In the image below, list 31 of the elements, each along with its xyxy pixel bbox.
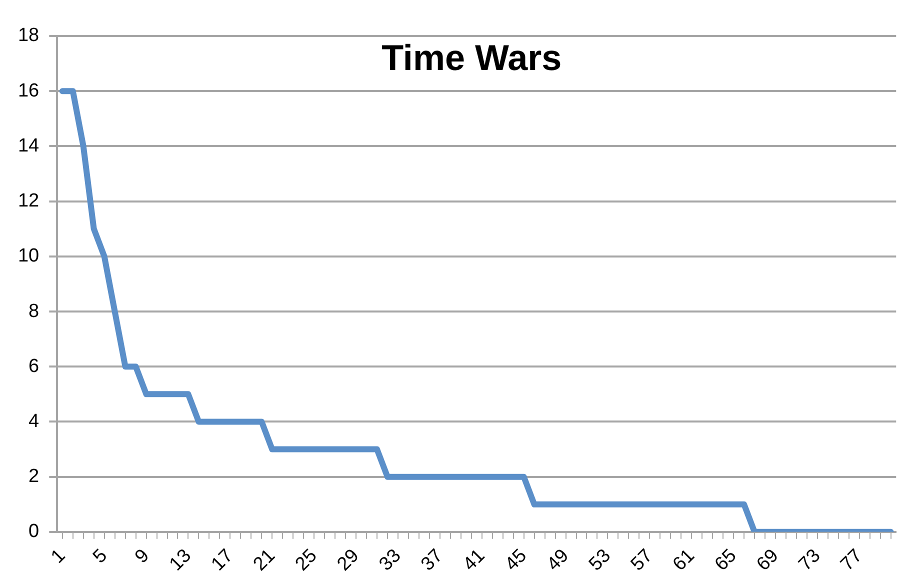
x-tick-label: 9 <box>131 545 154 568</box>
x-tick-label: 17 <box>208 545 238 576</box>
y-tick-label: 6 <box>28 356 40 377</box>
x-tick-label: 65 <box>711 545 741 576</box>
x-tick-label: 77 <box>836 545 867 576</box>
x-tick-label: 13 <box>166 545 196 576</box>
x-tick-label: 25 <box>292 545 322 576</box>
x-tick-label: 5 <box>89 545 112 568</box>
chart-title: Time Wars <box>382 36 562 78</box>
y-tick-label: 4 <box>28 410 40 432</box>
x-tick-label: 49 <box>543 545 574 576</box>
x-tick-label: 29 <box>333 545 364 576</box>
x-tick-label: 33 <box>375 545 406 576</box>
y-tick-label: 0 <box>28 521 40 542</box>
x-tick-label: 1 <box>47 545 70 568</box>
x-tick-label: 45 <box>501 545 532 576</box>
x-tick-label: 37 <box>417 545 448 576</box>
y-tick-label: 16 <box>18 80 40 102</box>
x-tick-label: 21 <box>250 545 280 576</box>
y-tick-label: 10 <box>18 246 40 267</box>
y-tick-label: 18 <box>18 25 40 46</box>
x-tick-label: 57 <box>627 545 657 576</box>
y-tick-label: 2 <box>28 466 40 488</box>
y-tick-label: 8 <box>28 300 40 322</box>
x-tick-label: 69 <box>752 545 783 576</box>
x-tick-label: 61 <box>669 545 699 576</box>
x-tick-label: 53 <box>585 545 615 576</box>
x-tick-label: 73 <box>794 545 825 576</box>
y-tick-label: 14 <box>18 135 40 156</box>
y-tick-label: 12 <box>18 190 40 212</box>
x-tick-label: 41 <box>459 545 490 576</box>
